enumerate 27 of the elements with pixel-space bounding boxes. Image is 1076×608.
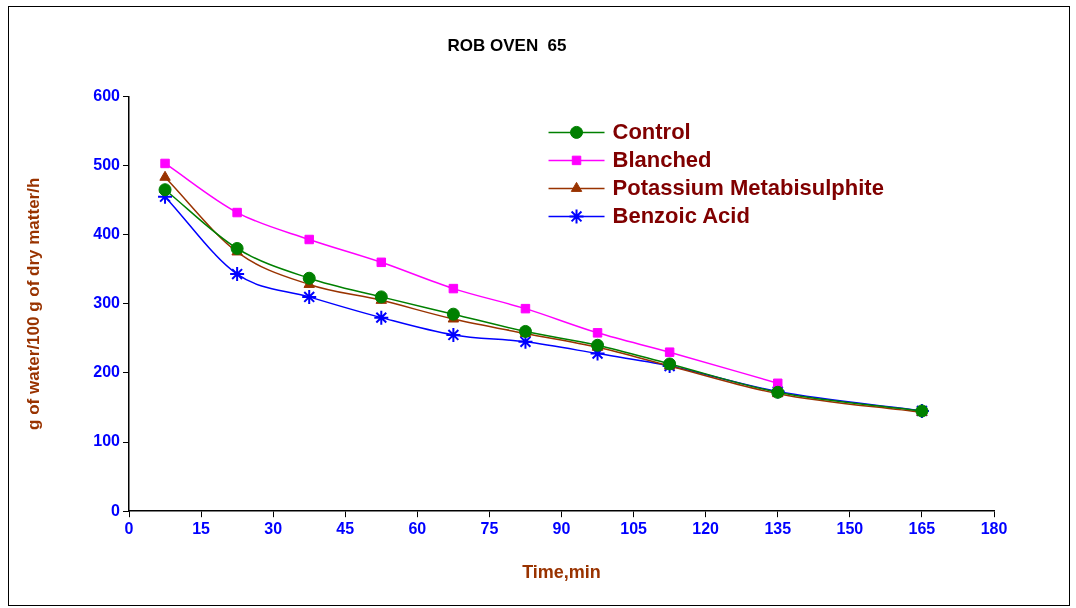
y-tick-label: 0 (111, 501, 121, 519)
legend-label: Blanched (612, 147, 712, 173)
x-tick-label: 75 (480, 520, 499, 538)
y-tick-label: 600 (93, 86, 121, 104)
x-tick-label: 135 (764, 520, 792, 538)
y-tick-label: 500 (93, 155, 121, 173)
y-tick-label: 100 (93, 432, 121, 450)
x-tick-label: 105 (620, 520, 648, 538)
y-tick-label: 300 (93, 294, 121, 312)
x-tick-label: 165 (908, 520, 936, 538)
x-tick-label: 150 (836, 520, 864, 538)
x-tick-label: 30 (264, 520, 283, 538)
x-axis-title: Time,min (522, 562, 601, 583)
legend-label: Potassium Metabisulphite (612, 175, 884, 201)
x-tick-label: 60 (408, 520, 427, 538)
y-tick-label: 400 (93, 225, 121, 243)
y-tick-label: 200 (93, 363, 121, 381)
y-axis-title: g of water/100 g of dry matter/h (23, 177, 43, 430)
chart-title: ROB OVEN 65 (447, 35, 567, 55)
legend-label: Benzoic Acid (612, 203, 750, 229)
x-tick-label: 15 (192, 520, 211, 538)
x-tick-label: 120 (692, 520, 720, 538)
x-tick-label: 180 (980, 520, 1008, 538)
x-tick-label: 45 (336, 520, 355, 538)
x-tick-label: 0 (124, 520, 134, 538)
x-tick-label: 90 (552, 520, 571, 538)
legend-label: Control (612, 119, 691, 145)
